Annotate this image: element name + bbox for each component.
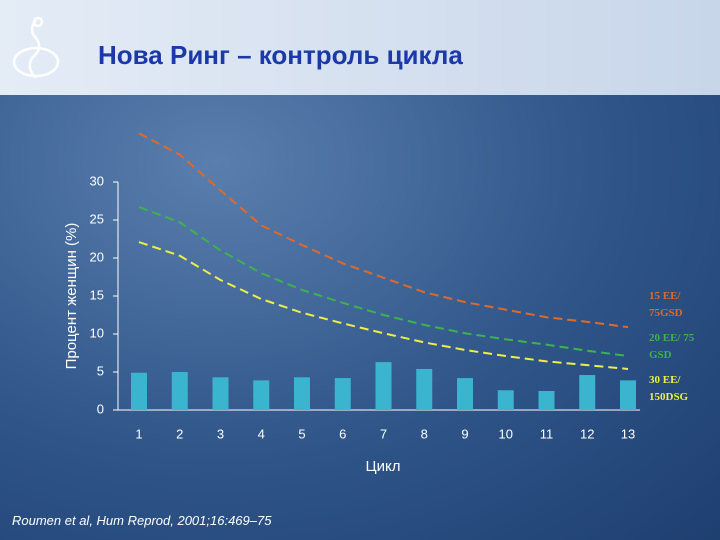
- bar: [131, 372, 147, 410]
- y-tick-label: 15: [90, 287, 104, 302]
- legend-label: 20 EE/ 75 GSD: [649, 332, 695, 361]
- y-tick-label: 20: [90, 249, 104, 264]
- legend-label: 15 EE/ 75GSD: [649, 290, 683, 319]
- x-tick-label: 6: [339, 426, 346, 441]
- title: Нова Ринг – контроль цикла: [98, 40, 463, 70]
- bar: [375, 362, 392, 410]
- trend-line: [138, 241, 629, 370]
- y-tick-label: 10: [90, 325, 104, 340]
- x-tick-label: 7: [380, 426, 387, 441]
- y-tick-label: 5: [97, 363, 104, 378]
- x-tick-label: 10: [499, 426, 513, 441]
- bar: [620, 380, 636, 410]
- header-band: [0, 0, 720, 95]
- bar: [212, 377, 229, 410]
- x-tick-label: 1: [135, 426, 142, 441]
- bar: [334, 378, 351, 410]
- x-tick-label: 5: [298, 426, 305, 441]
- y-tick-label: 25: [90, 211, 104, 226]
- x-tick-label: 12: [580, 426, 594, 441]
- source: Roumen et al, Hum Reprod, 2001;16:469–75: [12, 513, 272, 528]
- logo: [12, 16, 60, 79]
- x-tick-label: 9: [461, 426, 468, 441]
- x-axis-label: Цикл: [366, 458, 401, 475]
- bar: [294, 377, 310, 410]
- x-tick-label: 4: [258, 426, 265, 441]
- y-tick-label: 0: [97, 401, 104, 416]
- trend-line: [138, 132, 629, 329]
- x-tick-label: 11: [540, 426, 554, 441]
- bar: [579, 375, 596, 410]
- legend-label: 30 EE/ 150DSG: [649, 374, 689, 403]
- bar: [171, 372, 188, 410]
- bar: [538, 391, 555, 410]
- bar: [253, 380, 270, 410]
- trend-line: [138, 206, 629, 358]
- x-tick-label: 13: [621, 426, 635, 441]
- x-tick-label: 2: [176, 426, 183, 441]
- y-axis-label: Процент женщин (%): [63, 223, 80, 370]
- bar: [457, 378, 473, 410]
- bar: [416, 368, 433, 410]
- x-tick-label: 3: [217, 426, 224, 441]
- y-tick-label: 30: [90, 173, 104, 188]
- x-tick-label: 8: [421, 426, 428, 441]
- bar: [497, 390, 514, 410]
